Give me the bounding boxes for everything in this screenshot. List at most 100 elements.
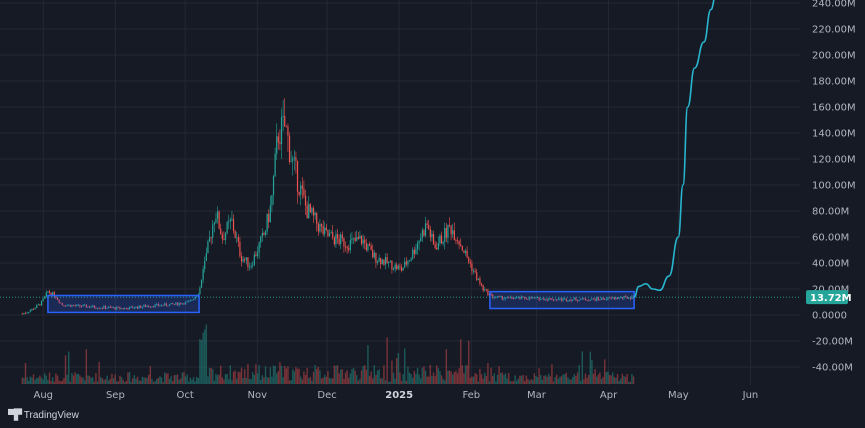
- candle-body: [335, 234, 337, 245]
- candle-body: [536, 297, 539, 299]
- volume-bar: [303, 371, 305, 384]
- candle-body: [77, 304, 79, 306]
- volume-bar: [220, 365, 222, 384]
- candle-body: [272, 176, 275, 196]
- volume-bar: [359, 378, 361, 384]
- candle-body: [576, 300, 579, 302]
- volume-bar: [514, 375, 516, 384]
- volume-bar: [229, 365, 232, 384]
- candle-body: [527, 299, 529, 300]
- candle-body: [176, 302, 179, 306]
- candle-body: [583, 298, 585, 299]
- volume-bar: [26, 377, 28, 384]
- candle-body: [204, 260, 206, 270]
- range-box: [47, 294, 200, 314]
- volume-bar: [500, 373, 502, 384]
- volume-bar: [101, 378, 104, 384]
- candle-body: [581, 298, 583, 300]
- candle-body: [354, 237, 356, 241]
- candle-body: [269, 205, 271, 222]
- volume-bar: [541, 379, 544, 384]
- candle-body: [594, 299, 596, 301]
- candle-body: [624, 296, 627, 297]
- candle-body: [384, 257, 387, 265]
- candle-body: [629, 297, 631, 299]
- candle-body: [194, 296, 196, 299]
- volume-bar: [188, 381, 190, 384]
- volume-bar: [282, 377, 284, 384]
- candle-body: [439, 235, 441, 244]
- volume-bar: [344, 372, 347, 384]
- volume-bar: [194, 381, 196, 384]
- volume-bar: [215, 373, 217, 384]
- volume-bar: [418, 374, 420, 384]
- candle-body: [424, 223, 427, 236]
- volume-bar: [200, 340, 203, 384]
- candle-body: [284, 115, 286, 127]
- volume-bar: [472, 376, 475, 384]
- volume-bar: [330, 378, 332, 384]
- volume-bar: [450, 371, 452, 384]
- volume-bar: [242, 378, 244, 384]
- volume-bar: [551, 364, 553, 384]
- volume-bar: [388, 381, 390, 384]
- volume-bar: [114, 374, 116, 384]
- volume-bar: [421, 367, 424, 384]
- volume-bar: [111, 373, 113, 384]
- volume-bar: [509, 381, 512, 384]
- volume-bar: [604, 359, 606, 384]
- volume-bar: [284, 365, 286, 384]
- candle-body: [231, 219, 233, 220]
- volume-bar: [181, 372, 184, 384]
- candle-body: [584, 298, 587, 301]
- volume-bar: [223, 379, 225, 384]
- candle-body: [40, 300, 43, 306]
- candle-body: [508, 296, 510, 298]
- volume-bar: [63, 377, 65, 384]
- volume-bar: [436, 365, 438, 384]
- volume-bar: [570, 379, 572, 384]
- volume-bar: [320, 378, 323, 384]
- tradingview-logo[interactable]: ▀▛ TradingView: [8, 410, 79, 421]
- volume-bar: [471, 376, 473, 384]
- volume-bar: [148, 374, 150, 384]
- range-box: [489, 290, 635, 310]
- candle-body: [170, 303, 172, 305]
- volume-bar: [207, 376, 209, 384]
- volume-bar: [437, 368, 440, 384]
- candle-body: [471, 263, 473, 272]
- candle-body: [216, 211, 219, 219]
- range-boxes[interactable]: [47, 290, 635, 314]
- candle-body: [458, 240, 460, 245]
- candle-body: [90, 307, 92, 308]
- candle-body: [79, 304, 81, 307]
- candle-body: [93, 305, 95, 308]
- candle-body: [152, 306, 155, 308]
- x-tick-label: Mar: [527, 390, 547, 401]
- volume-bar: [490, 367, 492, 384]
- volume-bar: [432, 372, 435, 384]
- volume-bar: [328, 377, 331, 384]
- candle-body: [328, 233, 331, 237]
- candle-body: [119, 306, 121, 309]
- candle-body: [87, 306, 89, 308]
- candle-body: [511, 296, 513, 299]
- volume-bar: [226, 374, 228, 384]
- candle-body: [199, 287, 201, 295]
- candle-body: [528, 297, 531, 300]
- candle-body: [362, 239, 364, 244]
- volume-bar: [612, 372, 614, 384]
- projection-line[interactable]: [633, 0, 715, 298]
- volume-bar: [141, 376, 144, 384]
- y-axis[interactable]: 240.00M 220.00M 200.00M 180.00M 160.00M 140.0…: [812, 0, 856, 374]
- candle-body: [626, 296, 628, 299]
- x-axis[interactable]: Aug Sep Oct Nov Dec 2025 Feb Mar Apr May Jun: [33, 390, 758, 401]
- candle-body: [290, 161, 292, 163]
- volume-bar: [317, 366, 320, 384]
- volume-bar: [208, 368, 211, 384]
- candle-body: [88, 306, 91, 308]
- candle-body: [524, 297, 526, 299]
- volume-bar: [533, 373, 536, 384]
- candle-body: [572, 299, 574, 301]
